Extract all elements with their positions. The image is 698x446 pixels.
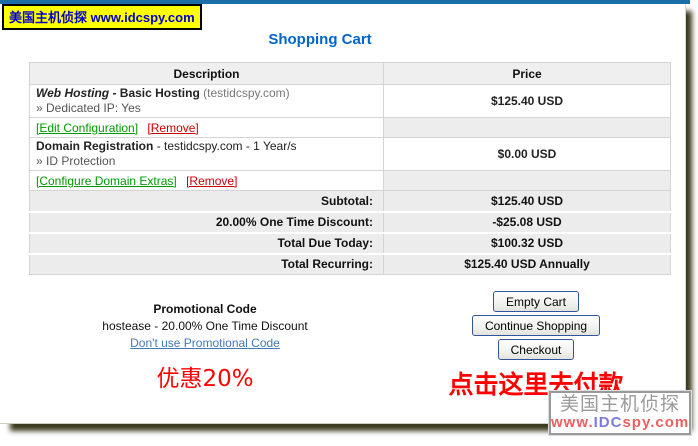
empty-cart-button[interactable]: Empty Cart: [492, 291, 579, 312]
promo-detail: hostease - 20.00% One Time Discount: [102, 319, 308, 333]
promo-annotation-cn: 优惠20%: [156, 366, 254, 392]
remove-item-link[interactable]: [Remove]: [186, 173, 238, 188]
item-product-name: Domain Registration: [36, 139, 154, 153]
promotional-code-section: Promotional Code hostease - 20.00% One T…: [55, 302, 355, 393]
item-detail: - testidcspy.com - 1 Year/s: [156, 139, 297, 153]
item-option: » ID Protection: [36, 154, 116, 168]
item-option: » Dedicated IP: Yes: [36, 101, 141, 115]
cart-item-hosting: Web Hosting - Basic Hosting (testidcspy.…: [29, 84, 671, 118]
total-due-label: Total Due Today:: [29, 231, 384, 254]
item-description: Domain Registration - testidcspy.com - 1…: [29, 137, 384, 171]
edit-configuration-link[interactable]: [Edit Configuration]: [36, 120, 139, 135]
cart-table: Description Price Web Hosting - Basic Ho…: [29, 62, 671, 275]
table-header-row: Description Price: [29, 62, 671, 85]
site-badge: 美国主机侦探 www.idcspy.com: [2, 4, 202, 30]
promo-title: Promotional Code: [153, 302, 257, 316]
total-recurring-row: Total Recurring: $125.40 USD Annually: [29, 252, 671, 275]
configure-domain-extras-link[interactable]: [Configure Domain Extras]: [36, 173, 177, 188]
item-plan-name: - Basic Hosting: [112, 86, 200, 100]
discount-label: 20.00% One Time Discount:: [29, 210, 384, 233]
discount-value: -$25.08 USD: [383, 210, 671, 233]
item-price: $0.00 USD: [383, 137, 671, 171]
cart-actions: Empty Cart Continue Shopping Checkout 点击…: [440, 291, 632, 401]
page-title: Shopping Cart: [268, 31, 372, 48]
subtotal-value: $125.40 USD: [383, 190, 671, 212]
subtotal-row: Subtotal: $125.40 USD: [29, 190, 671, 212]
total-recurring-label: Total Recurring:: [29, 252, 384, 275]
total-due-row: Total Due Today: $100.32 USD: [29, 231, 671, 254]
column-header-description: Description: [29, 62, 384, 85]
watermark-site-name: 美国主机侦探: [559, 394, 680, 415]
item-product-name: Web Hosting: [36, 86, 110, 100]
subtotal-label: Subtotal:: [29, 190, 384, 212]
cart-item-domain-actions: [Configure Domain Extras] [Remove]: [29, 170, 671, 191]
cart-item-hosting-actions: [Edit Configuration] [Remove]: [29, 117, 671, 138]
item-price: $125.40 USD: [383, 84, 671, 118]
top-accent-bar: [0, 0, 690, 4]
watermark-url: www.IDCspy.com: [551, 414, 690, 431]
cart-item-domain: Domain Registration - testidcspy.com - 1…: [29, 137, 671, 171]
item-description: Web Hosting - Basic Hosting (testidcspy.…: [29, 84, 384, 118]
total-due-value: $100.32 USD: [383, 231, 671, 254]
checkout-button[interactable]: Checkout: [497, 339, 575, 360]
continue-shopping-button[interactable]: Continue Shopping: [471, 315, 601, 336]
column-header-price: Price: [383, 62, 671, 85]
item-domain-note: (testidcspy.com): [203, 86, 290, 100]
remove-promo-code-link[interactable]: Don't use Promotional Code: [130, 336, 280, 350]
discount-row: 20.00% One Time Discount: -$25.08 USD: [29, 210, 671, 233]
total-recurring-value: $125.40 USD Annually: [383, 252, 671, 275]
watermark-box: 美国主机侦探 www.IDCspy.com: [548, 390, 692, 436]
remove-item-link[interactable]: [Remove]: [147, 120, 199, 135]
